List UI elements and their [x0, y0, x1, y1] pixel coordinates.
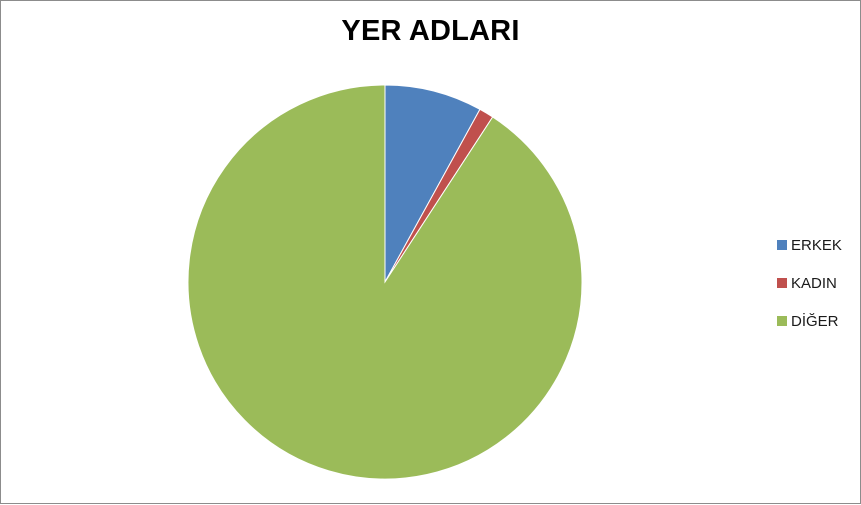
pie-slice-di̇ğer — [187, 84, 583, 480]
pie-slices — [187, 84, 583, 480]
legend: ERKEK KADIN DİĞER — [777, 237, 842, 330]
legend-swatch-di̇ğer — [777, 316, 787, 326]
legend-label-kadin: KADIN — [791, 275, 837, 292]
legend-label-erkek: ERKEK — [791, 237, 842, 254]
legend-label-di̇ğer: DİĞER — [791, 312, 839, 330]
chart-title: YER ADLARI — [341, 15, 520, 47]
legend-swatch-kadin — [777, 278, 787, 288]
legend-swatch-erkek — [777, 240, 787, 250]
pie-slice-erkek — [384, 84, 481, 283]
